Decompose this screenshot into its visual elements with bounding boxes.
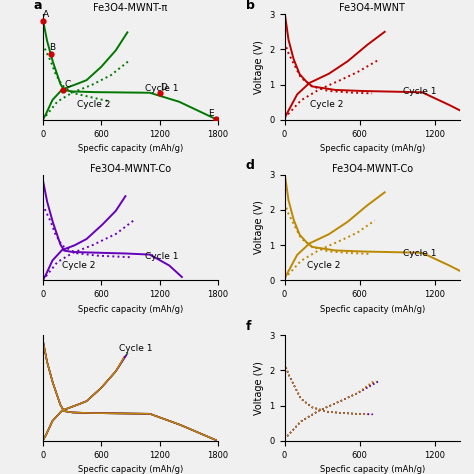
X-axis label: Specfic capacity (mAh/g): Specfic capacity (mAh/g) bbox=[319, 465, 425, 474]
Text: E: E bbox=[208, 109, 214, 118]
Title: Fe3O4-MWNT-Co: Fe3O4-MWNT-Co bbox=[90, 164, 171, 174]
Text: f: f bbox=[246, 320, 252, 333]
Text: A: A bbox=[43, 10, 49, 19]
X-axis label: Specfic capacity (mAh/g): Specfic capacity (mAh/g) bbox=[78, 465, 183, 474]
Title: Fe3O4-MWNT: Fe3O4-MWNT bbox=[339, 3, 405, 13]
X-axis label: Specfic capacity (mAh/g): Specfic capacity (mAh/g) bbox=[78, 305, 183, 314]
Text: Cycle 2: Cycle 2 bbox=[310, 100, 343, 109]
Text: Cycle 1: Cycle 1 bbox=[118, 344, 152, 353]
Text: D: D bbox=[161, 83, 167, 92]
Text: C: C bbox=[64, 80, 70, 89]
Text: b: b bbox=[246, 0, 255, 12]
X-axis label: Specfic capacity (mAh/g): Specfic capacity (mAh/g) bbox=[319, 144, 425, 153]
Text: B: B bbox=[49, 43, 55, 52]
Text: d: d bbox=[246, 159, 255, 173]
Y-axis label: Voltage (V): Voltage (V) bbox=[254, 40, 264, 94]
Y-axis label: Voltage (V): Voltage (V) bbox=[254, 361, 264, 415]
Text: a: a bbox=[34, 0, 42, 12]
Text: Cycle 1: Cycle 1 bbox=[403, 249, 437, 258]
Text: Cycle 1: Cycle 1 bbox=[145, 84, 178, 93]
X-axis label: Specfic capacity (mAh/g): Specfic capacity (mAh/g) bbox=[319, 305, 425, 314]
X-axis label: Specfic capacity (mAh/g): Specfic capacity (mAh/g) bbox=[78, 144, 183, 153]
Text: Cycle 1: Cycle 1 bbox=[145, 252, 178, 261]
Title: Fe3O4-MWNT-π: Fe3O4-MWNT-π bbox=[93, 3, 167, 13]
Text: Cycle 2: Cycle 2 bbox=[62, 261, 95, 270]
Text: Cycle 2: Cycle 2 bbox=[307, 261, 340, 270]
Title: Fe3O4-MWNT-Co: Fe3O4-MWNT-Co bbox=[332, 164, 413, 174]
Y-axis label: Voltage (V): Voltage (V) bbox=[254, 201, 264, 255]
Text: Cycle 2: Cycle 2 bbox=[77, 100, 110, 109]
Text: Cycle 1: Cycle 1 bbox=[403, 88, 437, 97]
